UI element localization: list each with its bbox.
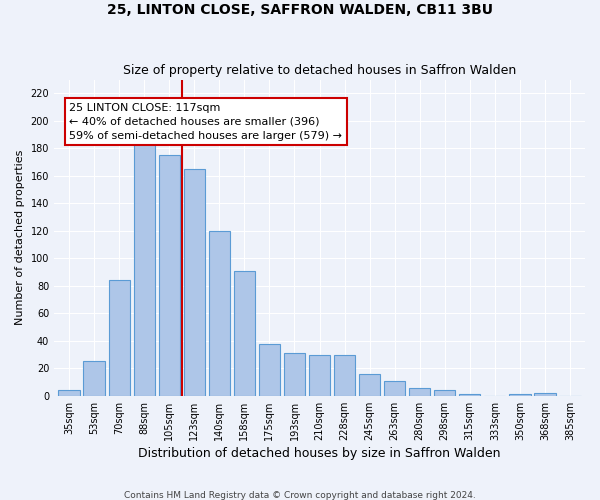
- Bar: [234, 270, 255, 396]
- Bar: [259, 344, 280, 396]
- Bar: [284, 353, 305, 396]
- Bar: [184, 169, 205, 396]
- Title: Size of property relative to detached houses in Saffron Walden: Size of property relative to detached ho…: [123, 64, 516, 77]
- Bar: [158, 155, 180, 396]
- Bar: [109, 280, 130, 396]
- Bar: [209, 231, 230, 396]
- Bar: [409, 388, 430, 396]
- Bar: [359, 374, 380, 396]
- Y-axis label: Number of detached properties: Number of detached properties: [15, 150, 25, 326]
- Bar: [509, 394, 530, 396]
- Bar: [534, 393, 556, 396]
- Bar: [384, 380, 406, 396]
- Text: 25, LINTON CLOSE, SAFFRON WALDEN, CB11 3BU: 25, LINTON CLOSE, SAFFRON WALDEN, CB11 3…: [107, 2, 493, 16]
- Text: 25 LINTON CLOSE: 117sqm
← 40% of detached houses are smaller (396)
59% of semi-d: 25 LINTON CLOSE: 117sqm ← 40% of detache…: [69, 103, 342, 141]
- Text: Contains HM Land Registry data © Crown copyright and database right 2024.: Contains HM Land Registry data © Crown c…: [124, 490, 476, 500]
- Bar: [83, 362, 105, 396]
- Bar: [309, 354, 330, 396]
- X-axis label: Distribution of detached houses by size in Saffron Walden: Distribution of detached houses by size …: [138, 447, 501, 460]
- Bar: [134, 143, 155, 396]
- Bar: [58, 390, 80, 396]
- Bar: [434, 390, 455, 396]
- Bar: [459, 394, 481, 396]
- Bar: [334, 354, 355, 396]
